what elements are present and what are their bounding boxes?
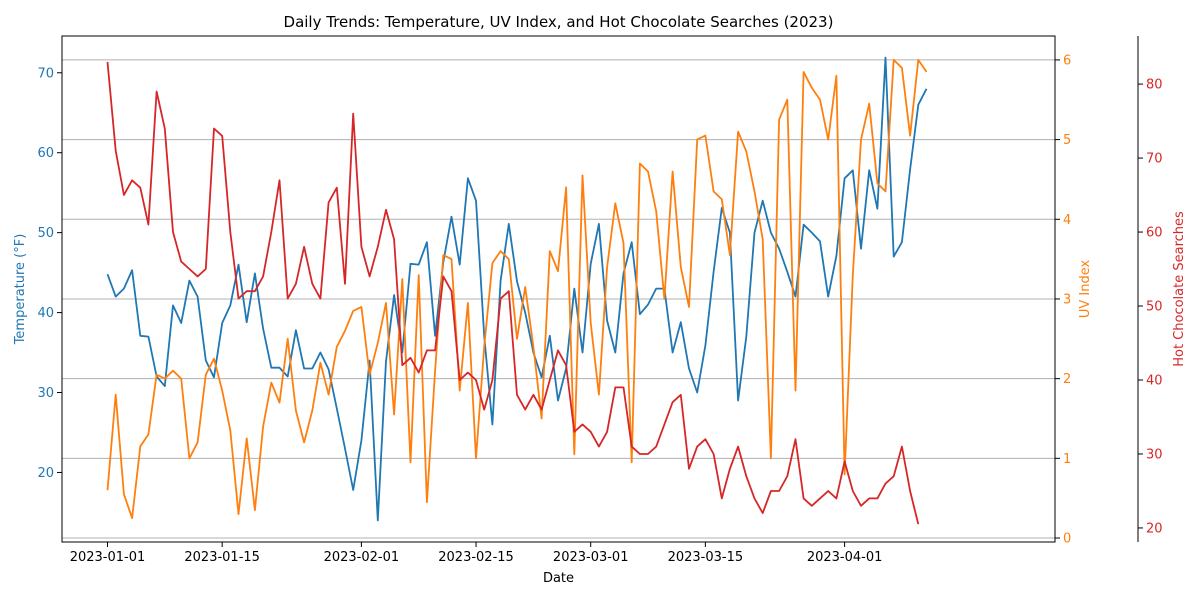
x-tick-label: 2023-01-15 [184,550,260,565]
x-axis-title: Date [543,571,574,586]
uv-tick-label: 2 [1063,372,1071,387]
searches-series-line [106,61,920,525]
searches-tick-label: 50 [1146,300,1163,315]
axes [61,35,1139,543]
grid [62,59,1055,539]
x-tick-label: 2023-01-01 [70,550,146,565]
searches-tick-label: 40 [1146,373,1163,388]
searches-tick-label: 60 [1146,226,1163,241]
uv-tick-label: 5 [1063,133,1071,148]
chart-title: Daily Trends: Temperature, UV Index, and… [284,13,834,31]
temperature-tick-label: 70 [37,66,54,81]
temperature-tick-label: 50 [37,226,54,241]
searches-tick-label: 20 [1146,521,1163,536]
uv-tick-label: 6 [1063,53,1071,68]
plot-frame [61,35,1056,543]
uv-tick-label: 0 [1063,532,1071,547]
searches-axis-title: Hot Chocolate Searches [1172,211,1187,367]
temperature-tick-label: 30 [37,386,54,401]
searches-tick-label: 70 [1146,152,1163,167]
x-tick-label: 2023-03-01 [553,550,629,565]
searches-tick-label: 30 [1146,447,1163,462]
x-tick-label: 2023-03-15 [668,550,744,565]
temperature-tick-label: 60 [37,146,54,161]
x-tick-label: 2023-02-15 [438,550,514,565]
x-tick-label: 2023-04-01 [807,550,883,565]
uv-axis-title: UV Index [1078,260,1093,319]
temperature-axis-title: Temperature (°F) [13,234,28,346]
searches-tick-label: 80 [1146,78,1163,93]
x-tick-label: 2023-02-01 [324,550,400,565]
uv-tick-label: 3 [1063,292,1071,307]
temperature-tick-label: 20 [37,466,54,481]
uv-tick-label: 1 [1063,452,1071,467]
uv-series-line [106,59,928,519]
uv-tick-label: 4 [1063,213,1071,228]
temperature-series-line [106,56,928,522]
ticks: 2023-01-01 2023-01-15 2023-02-01 2023-02-15… [37,53,1162,565]
series-lines [106,56,928,525]
temperature-tick-label: 40 [37,306,54,321]
